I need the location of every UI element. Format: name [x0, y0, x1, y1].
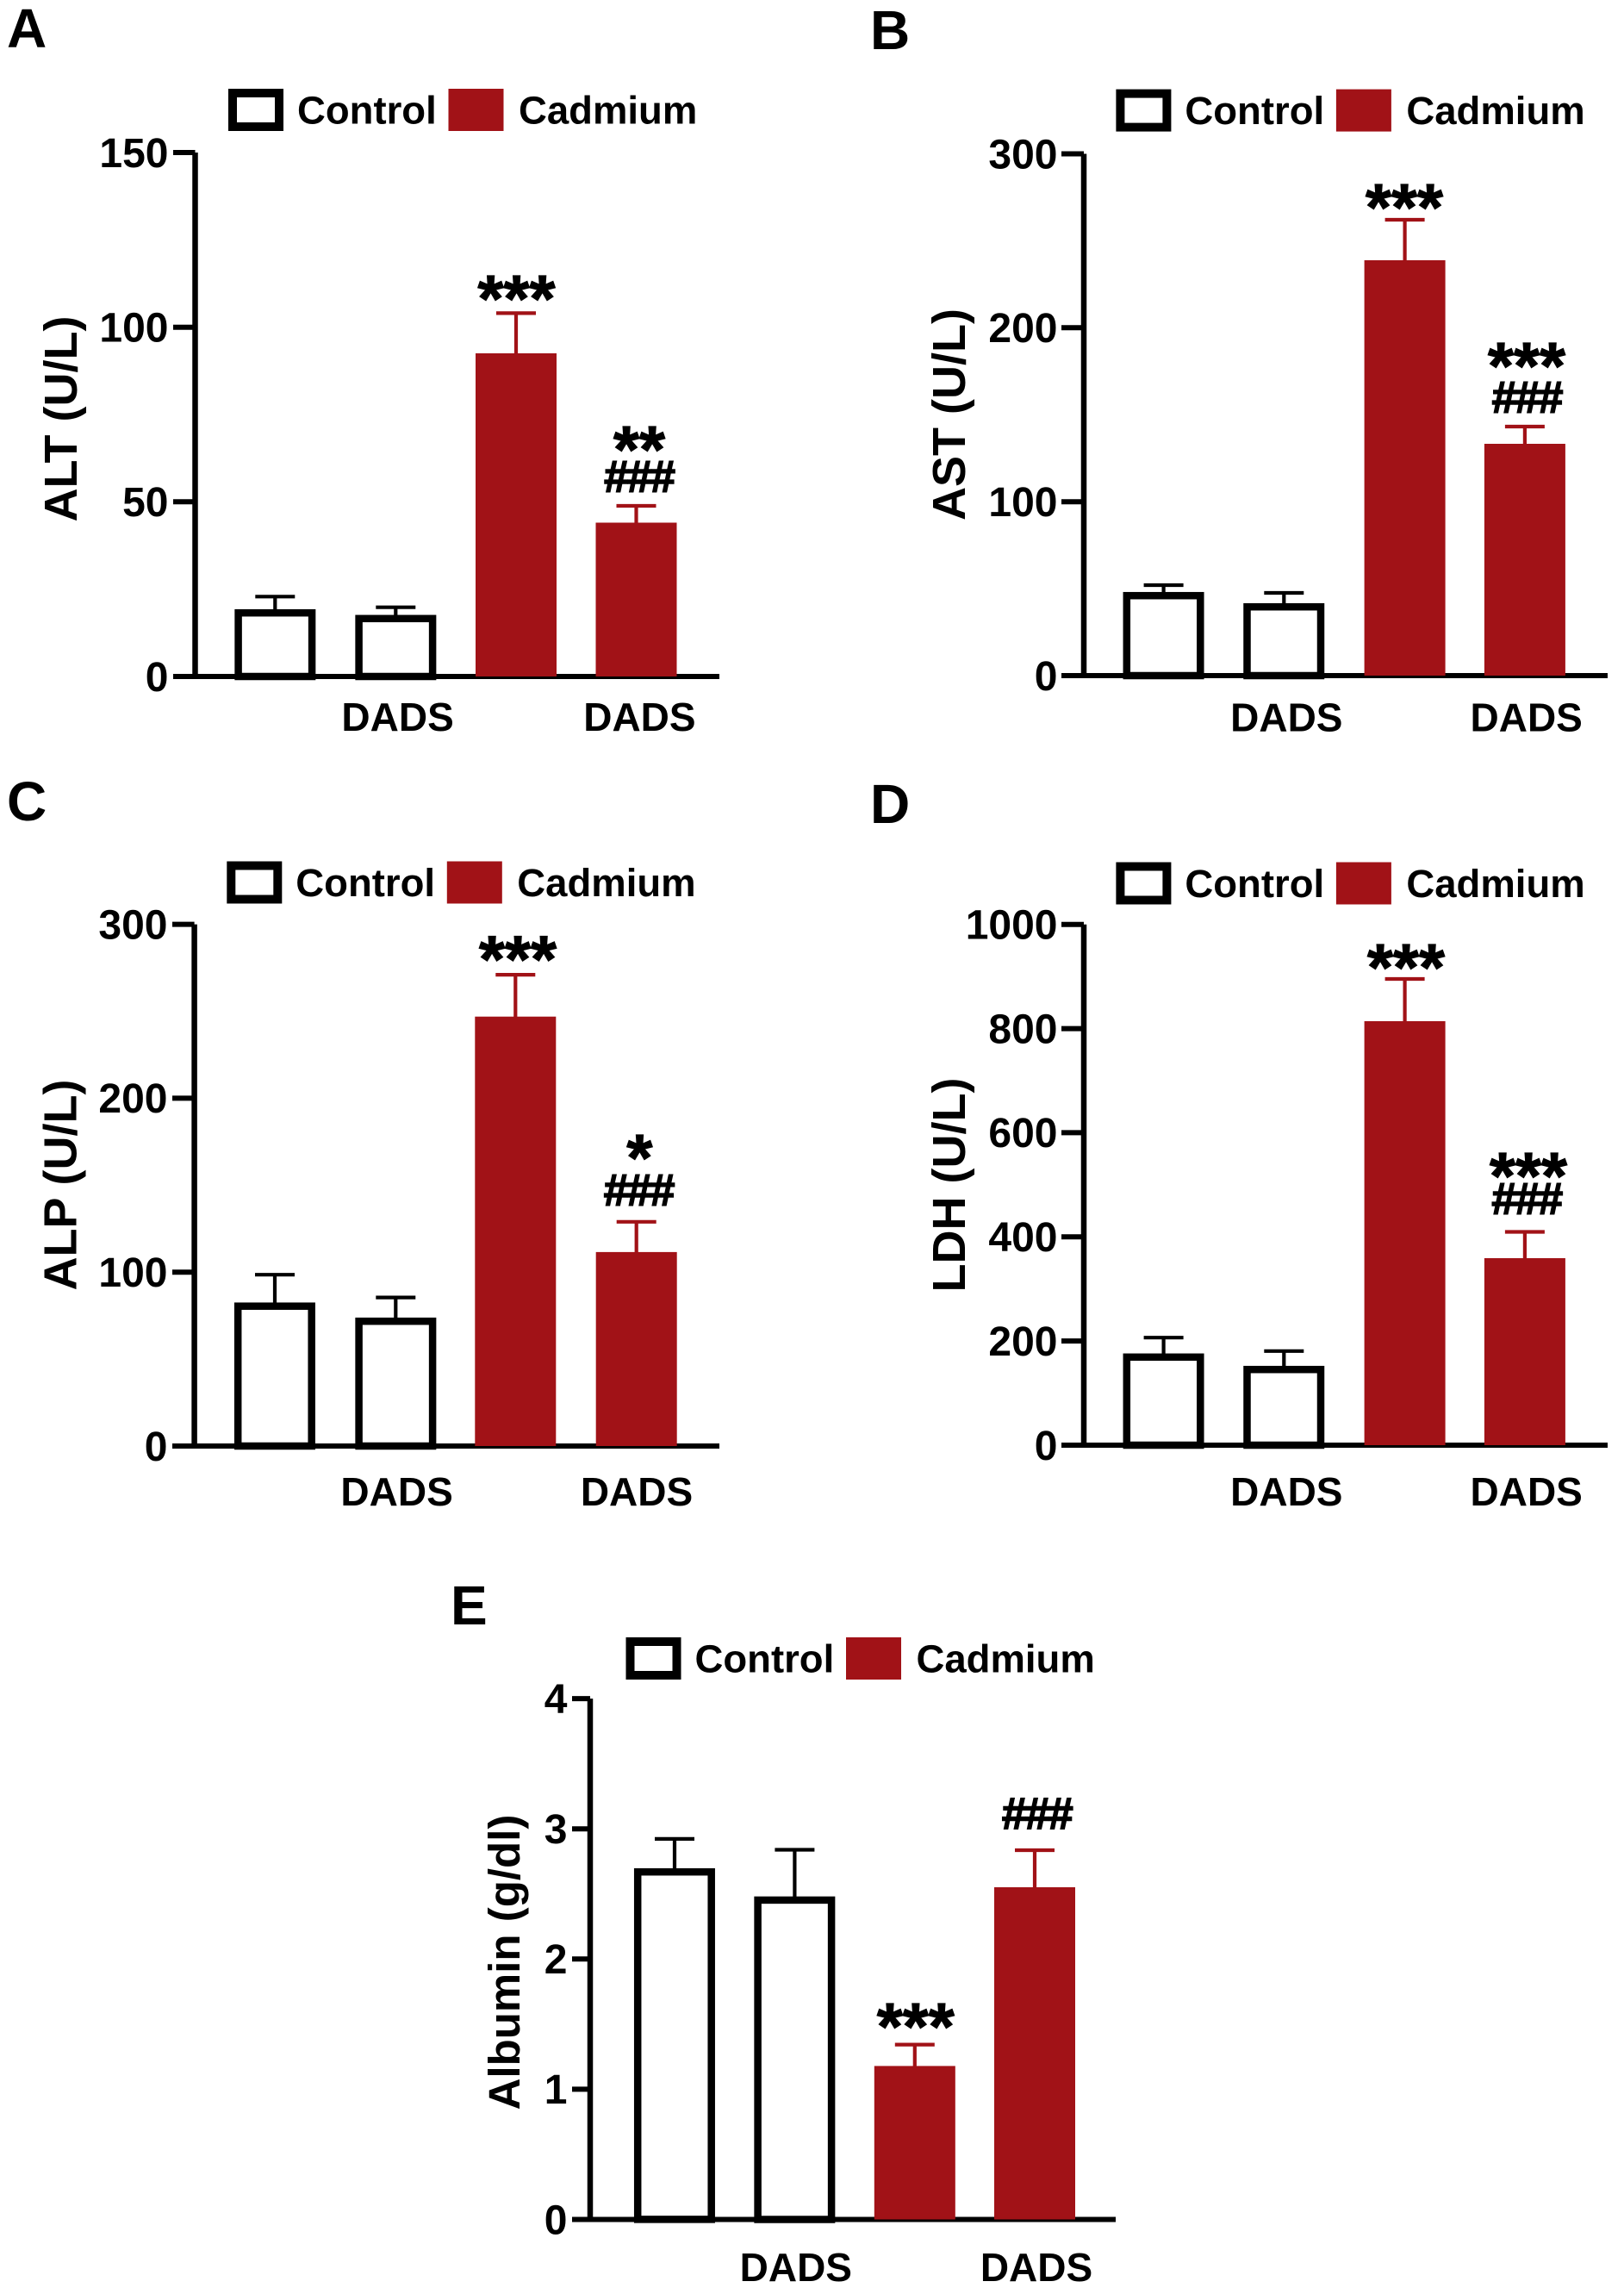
svg-text:Cadmium: Cadmium	[1406, 89, 1584, 133]
svg-text:2: 2	[544, 1937, 568, 1983]
svg-text:***: ***	[1488, 329, 1565, 403]
svg-text:***: ***	[1366, 171, 1443, 245]
svg-text:600: 600	[988, 1111, 1057, 1156]
svg-text:E: E	[451, 1574, 488, 1636]
svg-text:800: 800	[988, 1007, 1057, 1052]
svg-text:D: D	[870, 773, 910, 835]
svg-text:DADS: DADS	[980, 2245, 1092, 2290]
svg-text:ALP (U/L): ALP (U/L)	[35, 1080, 87, 1291]
svg-text:***: ***	[479, 922, 557, 996]
svg-text:###: ###	[604, 452, 675, 502]
svg-text:B: B	[870, 0, 910, 61]
svg-text:0: 0	[1035, 654, 1058, 700]
svg-text:**: **	[613, 413, 665, 487]
svg-text:3: 3	[544, 1807, 568, 1853]
svg-text:A: A	[7, 0, 47, 59]
svg-text:200: 200	[98, 1076, 167, 1122]
svg-text:150: 150	[99, 131, 168, 177]
svg-text:***: ***	[1367, 931, 1445, 1005]
svg-text:*: *	[626, 1121, 652, 1195]
svg-text:Control: Control	[1185, 862, 1324, 906]
svg-text:ALT (U/L): ALT (U/L)	[35, 316, 87, 522]
svg-text:1000: 1000	[966, 903, 1058, 949]
svg-text:DADS: DADS	[340, 1469, 452, 1514]
svg-text:###: ###	[1002, 1789, 1073, 1839]
svg-text:DADS: DADS	[341, 695, 453, 739]
svg-text:DADS: DADS	[583, 695, 695, 739]
svg-text:50: 50	[122, 480, 168, 526]
svg-text:4: 4	[544, 1677, 568, 1723]
svg-text:DADS: DADS	[1230, 1469, 1342, 1514]
svg-text:400: 400	[988, 1215, 1057, 1261]
svg-text:***: ***	[478, 262, 556, 336]
svg-text:Cadmium: Cadmium	[917, 1636, 1095, 1680]
svg-text:Control: Control	[1185, 89, 1324, 133]
svg-text:300: 300	[988, 132, 1057, 178]
svg-text:0: 0	[544, 2197, 568, 2243]
svg-text:DADS: DADS	[1230, 695, 1342, 740]
svg-text:200: 200	[988, 1319, 1057, 1365]
svg-text:Cadmium: Cadmium	[1406, 862, 1584, 906]
svg-text:LDH (U/L): LDH (U/L)	[924, 1078, 975, 1293]
svg-text:Albumin (g/dl): Albumin (g/dl)	[480, 1815, 529, 2110]
svg-text:100: 100	[98, 1250, 167, 1296]
svg-text:C: C	[7, 770, 47, 832]
svg-text:0: 0	[1035, 1424, 1058, 1469]
svg-text:###: ###	[1492, 372, 1564, 422]
svg-text:100: 100	[99, 306, 168, 352]
svg-text:DADS: DADS	[1471, 1469, 1583, 1514]
svg-text:###: ###	[1491, 1174, 1563, 1224]
svg-text:1: 1	[544, 2067, 568, 2113]
svg-text:Cadmium: Cadmium	[519, 88, 697, 132]
svg-text:Control: Control	[296, 861, 435, 905]
svg-text:Control: Control	[695, 1636, 835, 1680]
svg-text:DADS: DADS	[740, 2245, 852, 2290]
svg-text:200: 200	[988, 306, 1057, 352]
svg-text:DADS: DADS	[1471, 695, 1583, 740]
svg-text:Control: Control	[297, 88, 437, 132]
svg-text:0: 0	[146, 655, 169, 701]
svg-text:300: 300	[98, 902, 167, 948]
svg-text:100: 100	[988, 480, 1057, 526]
svg-text:DADS: DADS	[581, 1469, 693, 1514]
svg-text:0: 0	[145, 1424, 168, 1470]
svg-text:***: ***	[1490, 1139, 1567, 1213]
svg-text:Cadmium: Cadmium	[517, 861, 695, 905]
svg-text:***: ***	[877, 1990, 955, 2064]
svg-text:AST (U/L): AST (U/L)	[924, 309, 975, 521]
svg-text:###: ###	[604, 1165, 675, 1215]
